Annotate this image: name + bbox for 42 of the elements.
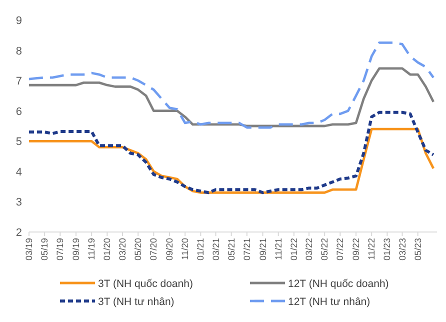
- x-tick-label: 03/20: [118, 238, 128, 261]
- x-tick-label: 03/21: [210, 238, 221, 261]
- x-tick-label: 09/19: [71, 238, 82, 261]
- x-tick-label: 01/23: [382, 238, 392, 261]
- x-tick-label: 09/20: [164, 238, 175, 261]
- y-tick-label: 3: [16, 196, 22, 209]
- x-tick-label: 07/19: [55, 238, 66, 261]
- x-tick-label: 01/20: [102, 238, 112, 261]
- legend-label: 12T (NH quốc doanh): [288, 278, 389, 290]
- x-tick-label: 05/19: [40, 238, 50, 261]
- x-tick-label: 11/22: [366, 238, 377, 260]
- x-tick-label: 03/23: [397, 238, 408, 261]
- x-tick-label: 03/22: [304, 238, 314, 261]
- y-tick-label: 9: [16, 15, 22, 27]
- x-tick-label: 11/20: [180, 238, 190, 260]
- x-tick-label: 03/19: [24, 238, 34, 261]
- x-tick-label: 01/22: [288, 238, 299, 261]
- x-tick-label: 11/19: [86, 238, 97, 260]
- legend-label: 3T (NH tư nhân): [98, 296, 174, 308]
- y-tick-label: 5: [16, 136, 22, 148]
- x-tick-label: 07/20: [148, 238, 159, 261]
- x-tick-label: 05/23: [412, 238, 423, 261]
- y-tick-label: 6: [16, 106, 22, 118]
- x-tick-label: 09/21: [258, 238, 268, 261]
- legend-label: 12T (NH tư nhân): [288, 296, 370, 308]
- line-series: [28, 67, 435, 128]
- line-series: [28, 42, 435, 129]
- line-series: [28, 110, 435, 194]
- x-tick-label: 01/21: [196, 238, 206, 261]
- x-tick-label: 07/21: [242, 238, 252, 261]
- x-tick-label: 11/21: [273, 238, 284, 260]
- x-tick-label: 05/22: [320, 238, 330, 261]
- x-tick-label: 07/22: [335, 238, 346, 261]
- y-tick-label: 8: [16, 45, 22, 58]
- y-tick-label: 4: [16, 166, 22, 178]
- y-tick-label: 2: [16, 227, 22, 239]
- x-tick-label: 05/21: [226, 238, 236, 261]
- legend-label: 3T (NH quốc doanh): [98, 278, 193, 290]
- x-tick-label: 05/20: [133, 238, 144, 261]
- y-tick-label: 7: [16, 76, 22, 88]
- line-series: [28, 128, 435, 194]
- x-tick-label: 09/22: [351, 238, 362, 261]
